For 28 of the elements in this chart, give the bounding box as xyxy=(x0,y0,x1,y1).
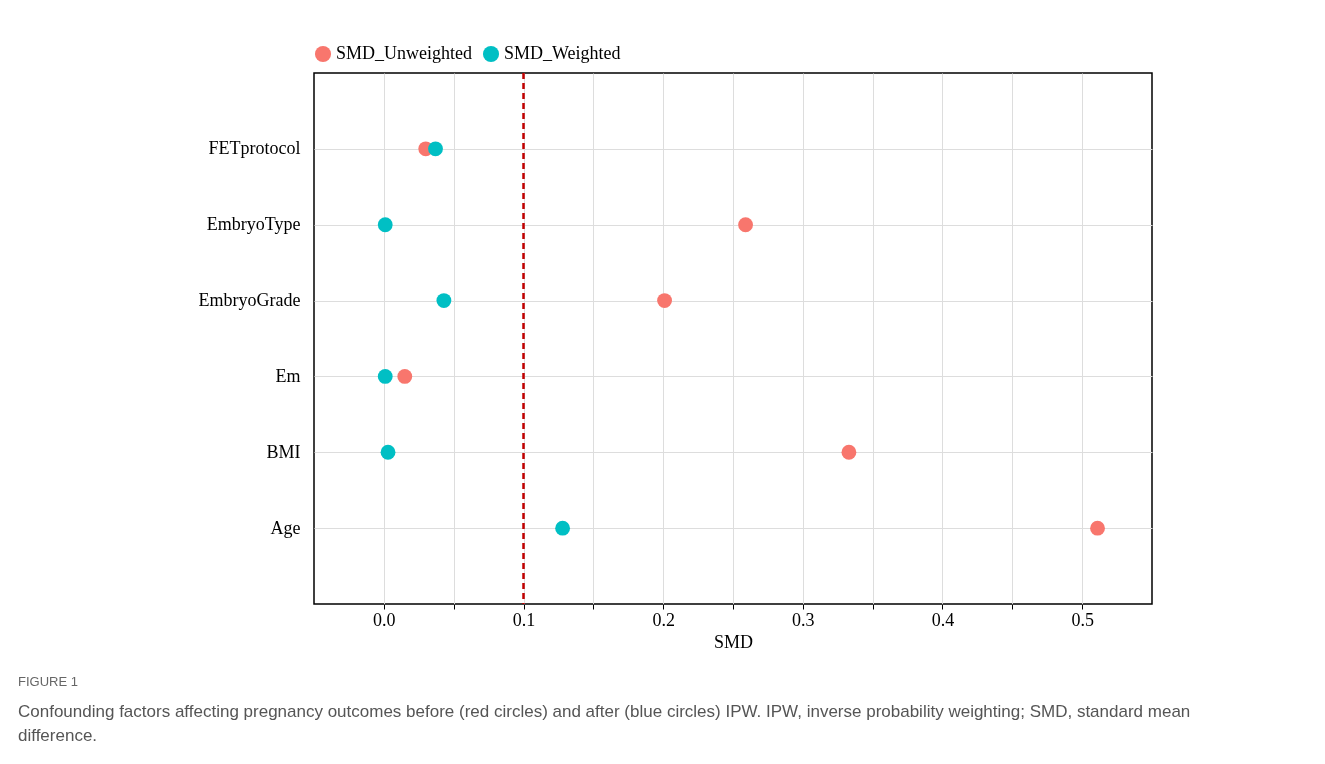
point xyxy=(1090,520,1105,536)
y-tick-label: Age xyxy=(270,517,301,538)
x-tick-label: 0.0 xyxy=(373,609,396,630)
point xyxy=(555,520,571,536)
point xyxy=(377,217,393,233)
point xyxy=(380,444,396,460)
text: Confounding factors affecting pregnancy outcomes before (red circles) and after (blue circles) IPW. IPW, inverse probability weighting; SMD, standard mean difference. xyxy=(18,701,1192,747)
point xyxy=(428,141,443,157)
y-tick-label: EmbryoType xyxy=(206,214,301,235)
y-tick-label: Em xyxy=(275,365,301,386)
legend-label: SMD_Weighted xyxy=(504,43,621,63)
x-tick-label: 0.3 xyxy=(792,609,815,630)
caption: FIGURE 1 xyxy=(18,673,79,691)
y-tick-label: BMI xyxy=(266,441,301,462)
y-tick-label: EmbryoGrade xyxy=(198,290,301,311)
point xyxy=(397,369,413,384)
x-tick-label: 0.1 xyxy=(512,609,536,630)
point xyxy=(738,217,753,233)
x-tick-label: 0.4 xyxy=(931,609,955,630)
point xyxy=(377,369,393,384)
x-tick-label: 0.5 xyxy=(1071,609,1094,630)
point xyxy=(436,293,452,308)
x-axis-title: SMD xyxy=(713,631,754,652)
point xyxy=(657,293,672,308)
point xyxy=(841,444,857,460)
x-tick-label: 0.2 xyxy=(652,609,675,630)
legend-label: SMD_Unweighted xyxy=(336,43,472,63)
y-tick-label: FETprotocol xyxy=(208,138,301,159)
